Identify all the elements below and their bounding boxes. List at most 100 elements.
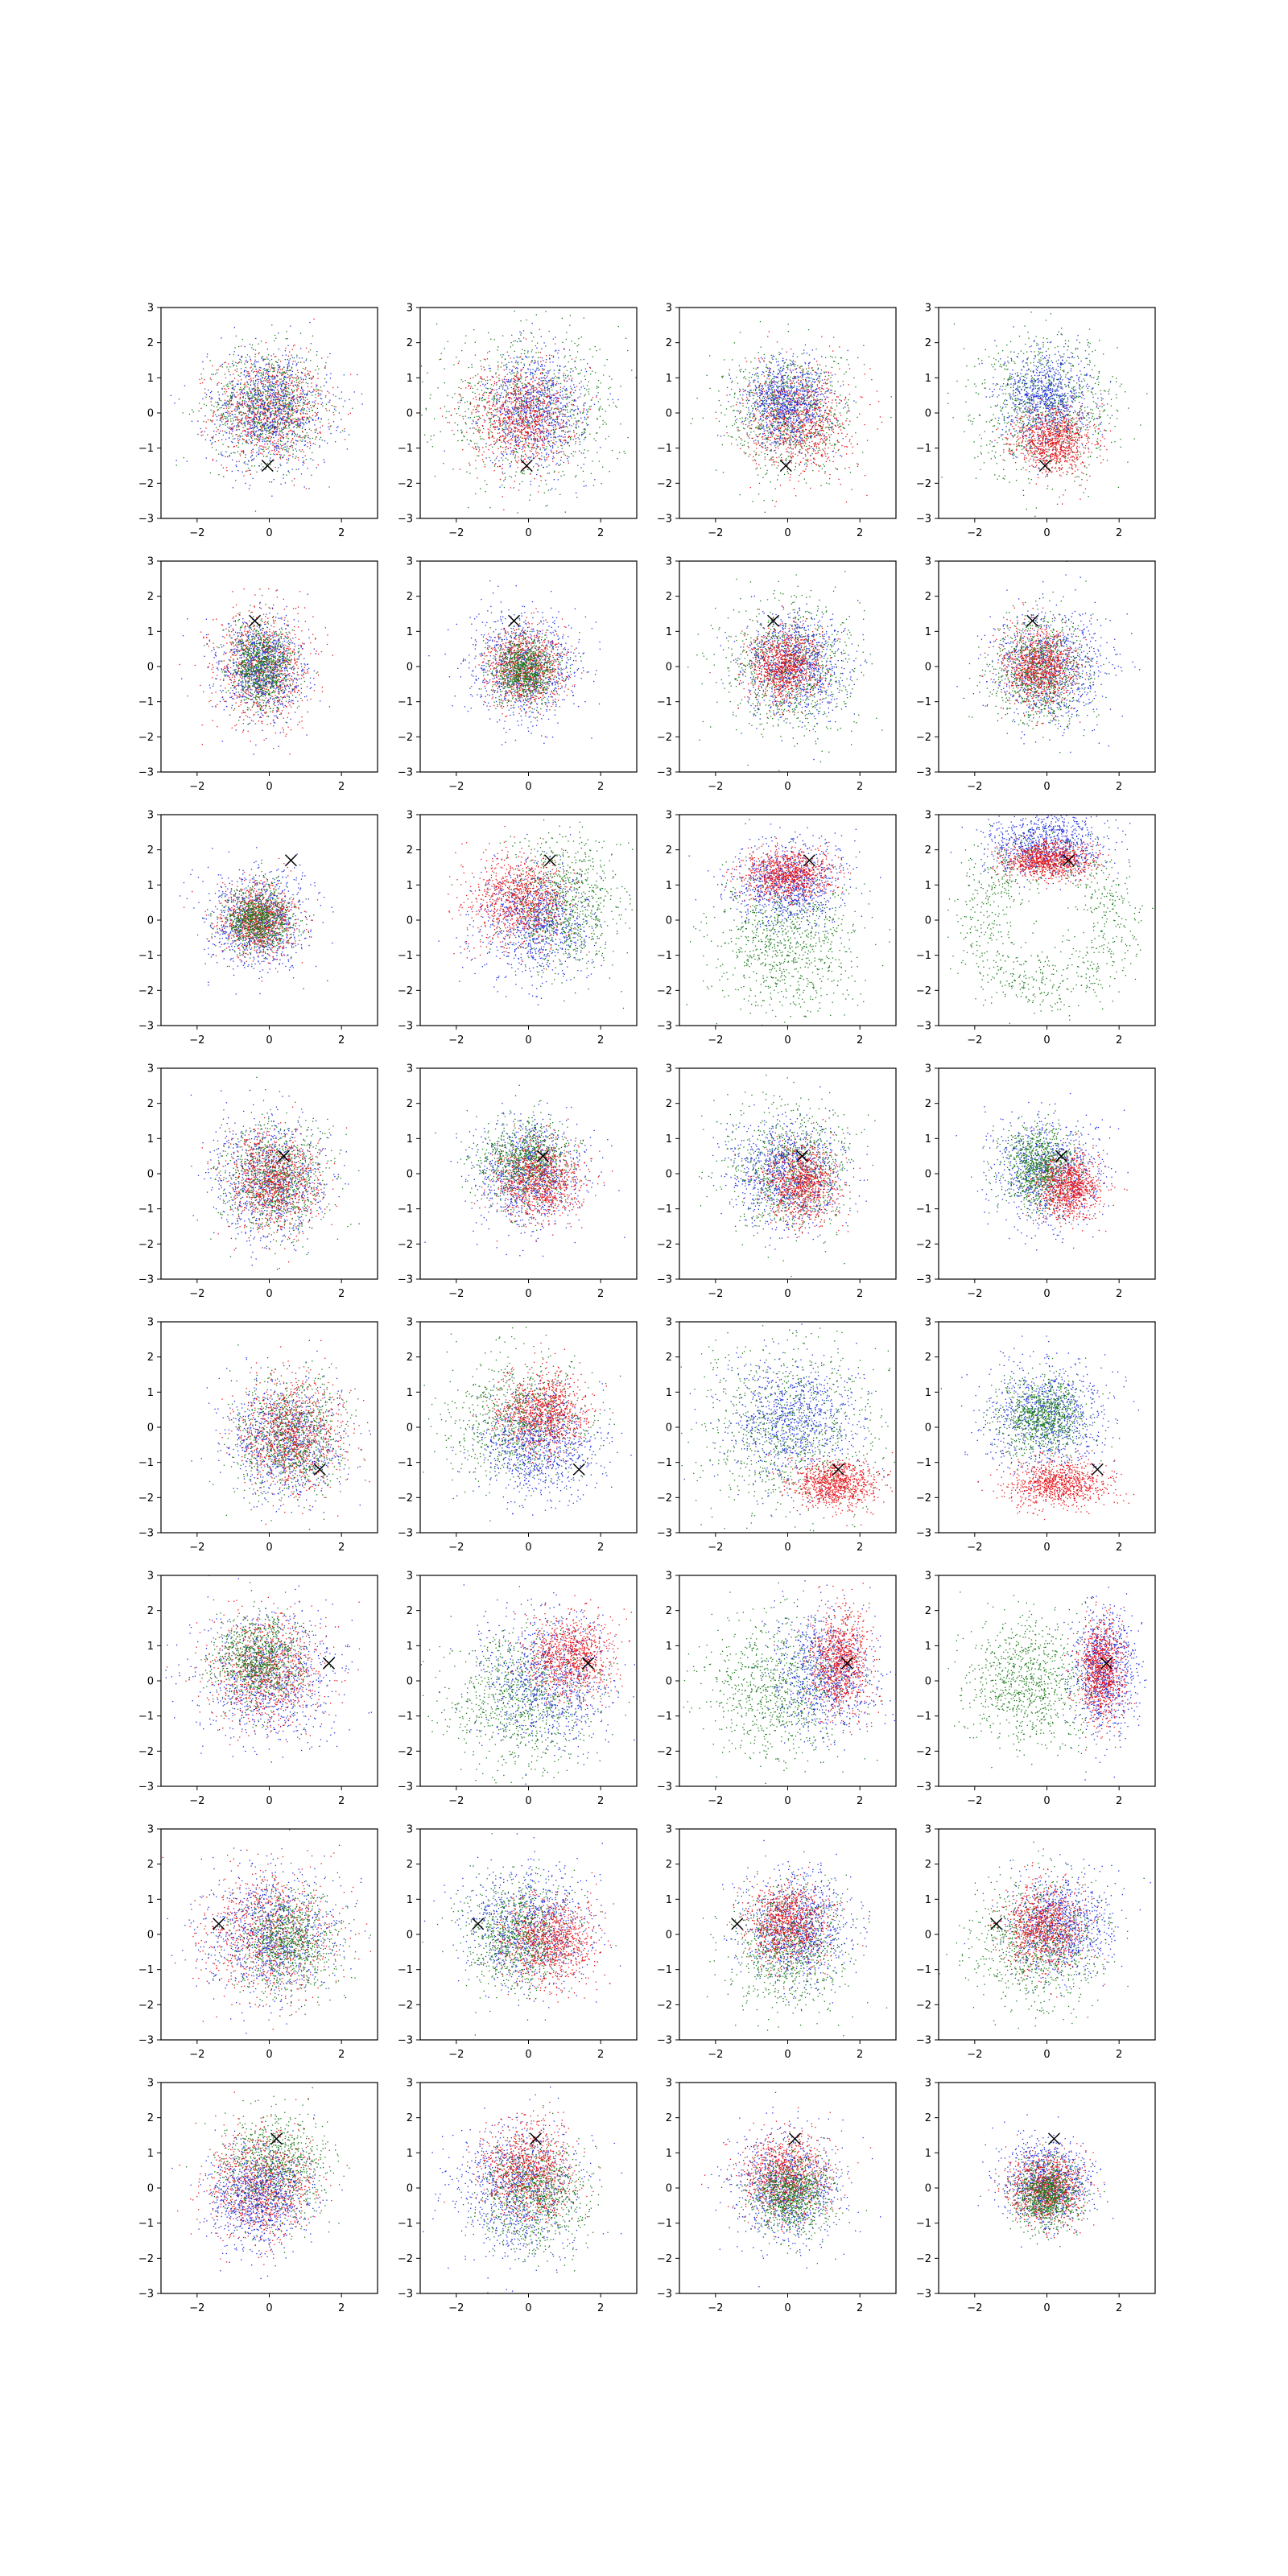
data-point: [304, 445, 305, 446]
data-point: [264, 368, 265, 369]
data-point: [289, 422, 290, 423]
data-point: [489, 412, 490, 413]
data-point: [493, 400, 494, 401]
data-point: [350, 413, 351, 414]
data-point: [539, 459, 540, 460]
data-point: [287, 418, 288, 419]
data-point: [266, 371, 267, 372]
data-point: [517, 381, 518, 382]
data-point: [254, 427, 255, 428]
data-point: [278, 380, 279, 381]
data-point: [214, 411, 215, 412]
data-point: [472, 423, 473, 424]
data-point: [265, 439, 266, 440]
data-point: [256, 371, 257, 372]
data-point: [547, 437, 548, 438]
data-point: [221, 455, 222, 456]
data-point: [297, 426, 298, 427]
data-point: [234, 327, 235, 328]
data-point: [240, 382, 241, 383]
data-point: [255, 380, 256, 381]
data-point: [290, 455, 291, 456]
data-point: [490, 425, 491, 426]
data-point: [242, 339, 243, 340]
data-point: [554, 432, 555, 433]
data-point: [274, 390, 275, 391]
data-point: [571, 368, 572, 369]
data-point: [248, 376, 249, 377]
data-point: [426, 408, 427, 409]
data-point: [302, 407, 303, 408]
data-point: [546, 484, 547, 485]
data-point: [228, 419, 229, 420]
data-point: [524, 364, 525, 365]
data-point: [288, 455, 289, 456]
data-point: [255, 381, 256, 382]
data-point: [325, 365, 326, 366]
data-point: [260, 396, 261, 397]
data-point: [485, 388, 486, 389]
data-point: [533, 356, 534, 357]
data-point: [538, 352, 539, 353]
data-point: [220, 366, 221, 367]
data-point: [549, 381, 550, 382]
data-point: [480, 488, 481, 489]
data-point: [536, 424, 537, 425]
data-point: [523, 414, 524, 415]
data-point: [311, 343, 312, 344]
data-point: [258, 387, 259, 388]
data-point: [286, 338, 287, 339]
data-point: [542, 382, 543, 383]
data-point: [340, 431, 341, 432]
data-point: [258, 450, 259, 451]
data-point: [548, 405, 549, 406]
data-point: [202, 361, 203, 362]
data-point: [625, 338, 626, 339]
data-point: [461, 350, 462, 351]
data-point: [476, 468, 477, 469]
data-point: [487, 411, 488, 412]
data-point: [286, 390, 287, 391]
data-point: [546, 432, 547, 433]
data-point: [283, 474, 284, 475]
data-point: [520, 335, 521, 336]
data-point: [307, 432, 308, 433]
data-point: [308, 373, 309, 374]
data-point: [527, 433, 528, 434]
data-point: [531, 449, 532, 450]
data-point: [244, 364, 245, 365]
data-point: [554, 409, 555, 410]
data-point: [577, 397, 578, 398]
data-point: [485, 380, 486, 381]
data-point: [579, 383, 580, 384]
data-point: [253, 409, 254, 410]
data-point: [496, 403, 497, 404]
data-point: [236, 425, 237, 426]
data-point: [197, 434, 198, 435]
data-point: [504, 379, 505, 380]
data-point: [315, 403, 316, 404]
data-point: [502, 464, 503, 465]
data-point: [289, 380, 290, 381]
data-point: [522, 404, 523, 405]
data-point: [248, 435, 249, 436]
data-point: [268, 452, 269, 453]
data-point: [547, 402, 548, 403]
data-point: [583, 471, 584, 472]
data-point: [556, 407, 557, 408]
data-point: [552, 458, 553, 459]
data-point: [268, 433, 269, 434]
data-point: [485, 457, 486, 458]
data-point: [274, 450, 275, 451]
data-point: [511, 423, 512, 424]
data-point: [546, 359, 547, 360]
data-point: [273, 422, 274, 423]
data-point: [296, 382, 297, 383]
data-point: [460, 400, 461, 401]
data-point: [279, 366, 280, 367]
data-point: [577, 345, 578, 346]
data-point: [560, 389, 561, 390]
data-point: [562, 448, 563, 449]
data-point: [523, 417, 524, 418]
